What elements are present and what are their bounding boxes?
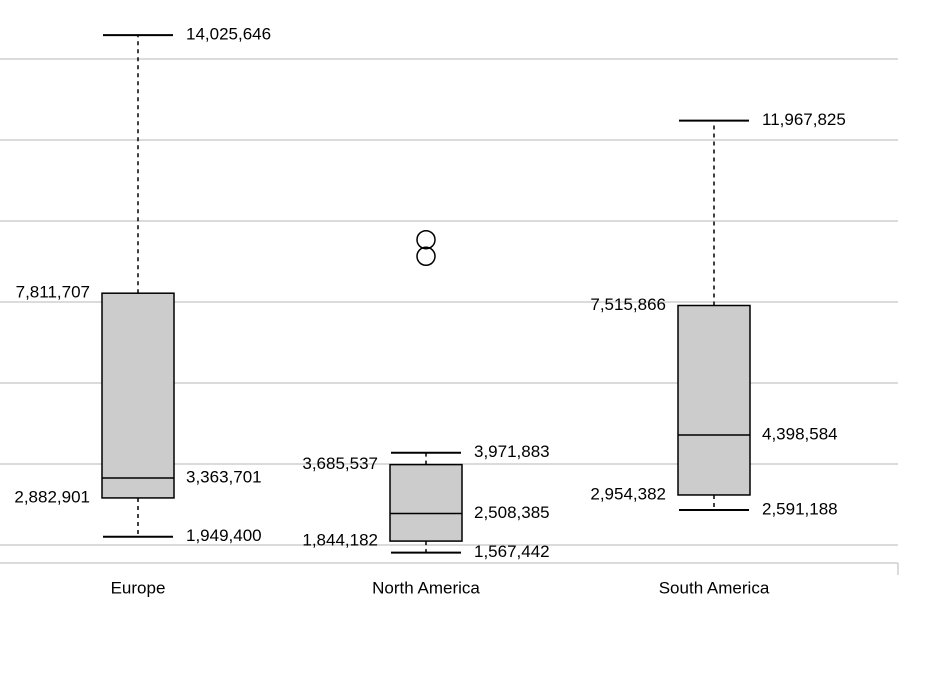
q3-label-1: 3,685,537 <box>302 454 378 473</box>
median-label-2: 4,398,584 <box>762 424 838 443</box>
max-label-0: 14,025,646 <box>186 25 271 44</box>
min-label-0: 1,949,400 <box>186 526 262 545</box>
x-tick-label-2: South America <box>659 578 770 597</box>
box-group-0: 14,025,646 1,949,400 3,363,701 7,811,707 2,8… <box>14 25 271 546</box>
q1-label-2: 2,954,382 <box>590 484 666 503</box>
q3-label-0: 7,811,707 <box>16 283 90 302</box>
x-tick-label-1: North America <box>372 578 480 597</box>
box-group-2: 11,967,825 2,591,188 4,398,584 7,515,866 2,9… <box>590 110 845 518</box>
min-label-1: 1,567,442 <box>474 542 550 561</box>
x-axis: Europe North America South America <box>0 562 899 597</box>
outlier-point-1-0 <box>416 246 436 267</box>
box-group-1: 3,971,883 1,567,442 2,508,385 3,685,537 1,84… <box>302 229 550 561</box>
q1-label-0: 2,882,901 <box>14 487 90 506</box>
min-label-2: 2,591,188 <box>762 500 838 519</box>
x-tick-label-0: Europe <box>111 578 166 597</box>
iqr-box-1 <box>389 463 463 542</box>
q1-label-1: 1,844,182 <box>302 531 378 550</box>
iqr-box-0 <box>101 292 175 499</box>
max-label-1: 3,971,883 <box>474 442 550 461</box>
outlier-point-1-1 <box>416 229 436 250</box>
iqr-box-2 <box>677 304 751 496</box>
median-label-1: 2,508,385 <box>474 503 550 522</box>
max-label-2: 11,967,825 <box>762 110 846 129</box>
q3-label-2: 7,515,866 <box>590 295 666 314</box>
boxes: 14,025,646 1,949,400 3,363,701 7,811,707 2,8… <box>14 25 845 561</box>
median-label-0: 3,363,701 <box>186 467 262 486</box>
